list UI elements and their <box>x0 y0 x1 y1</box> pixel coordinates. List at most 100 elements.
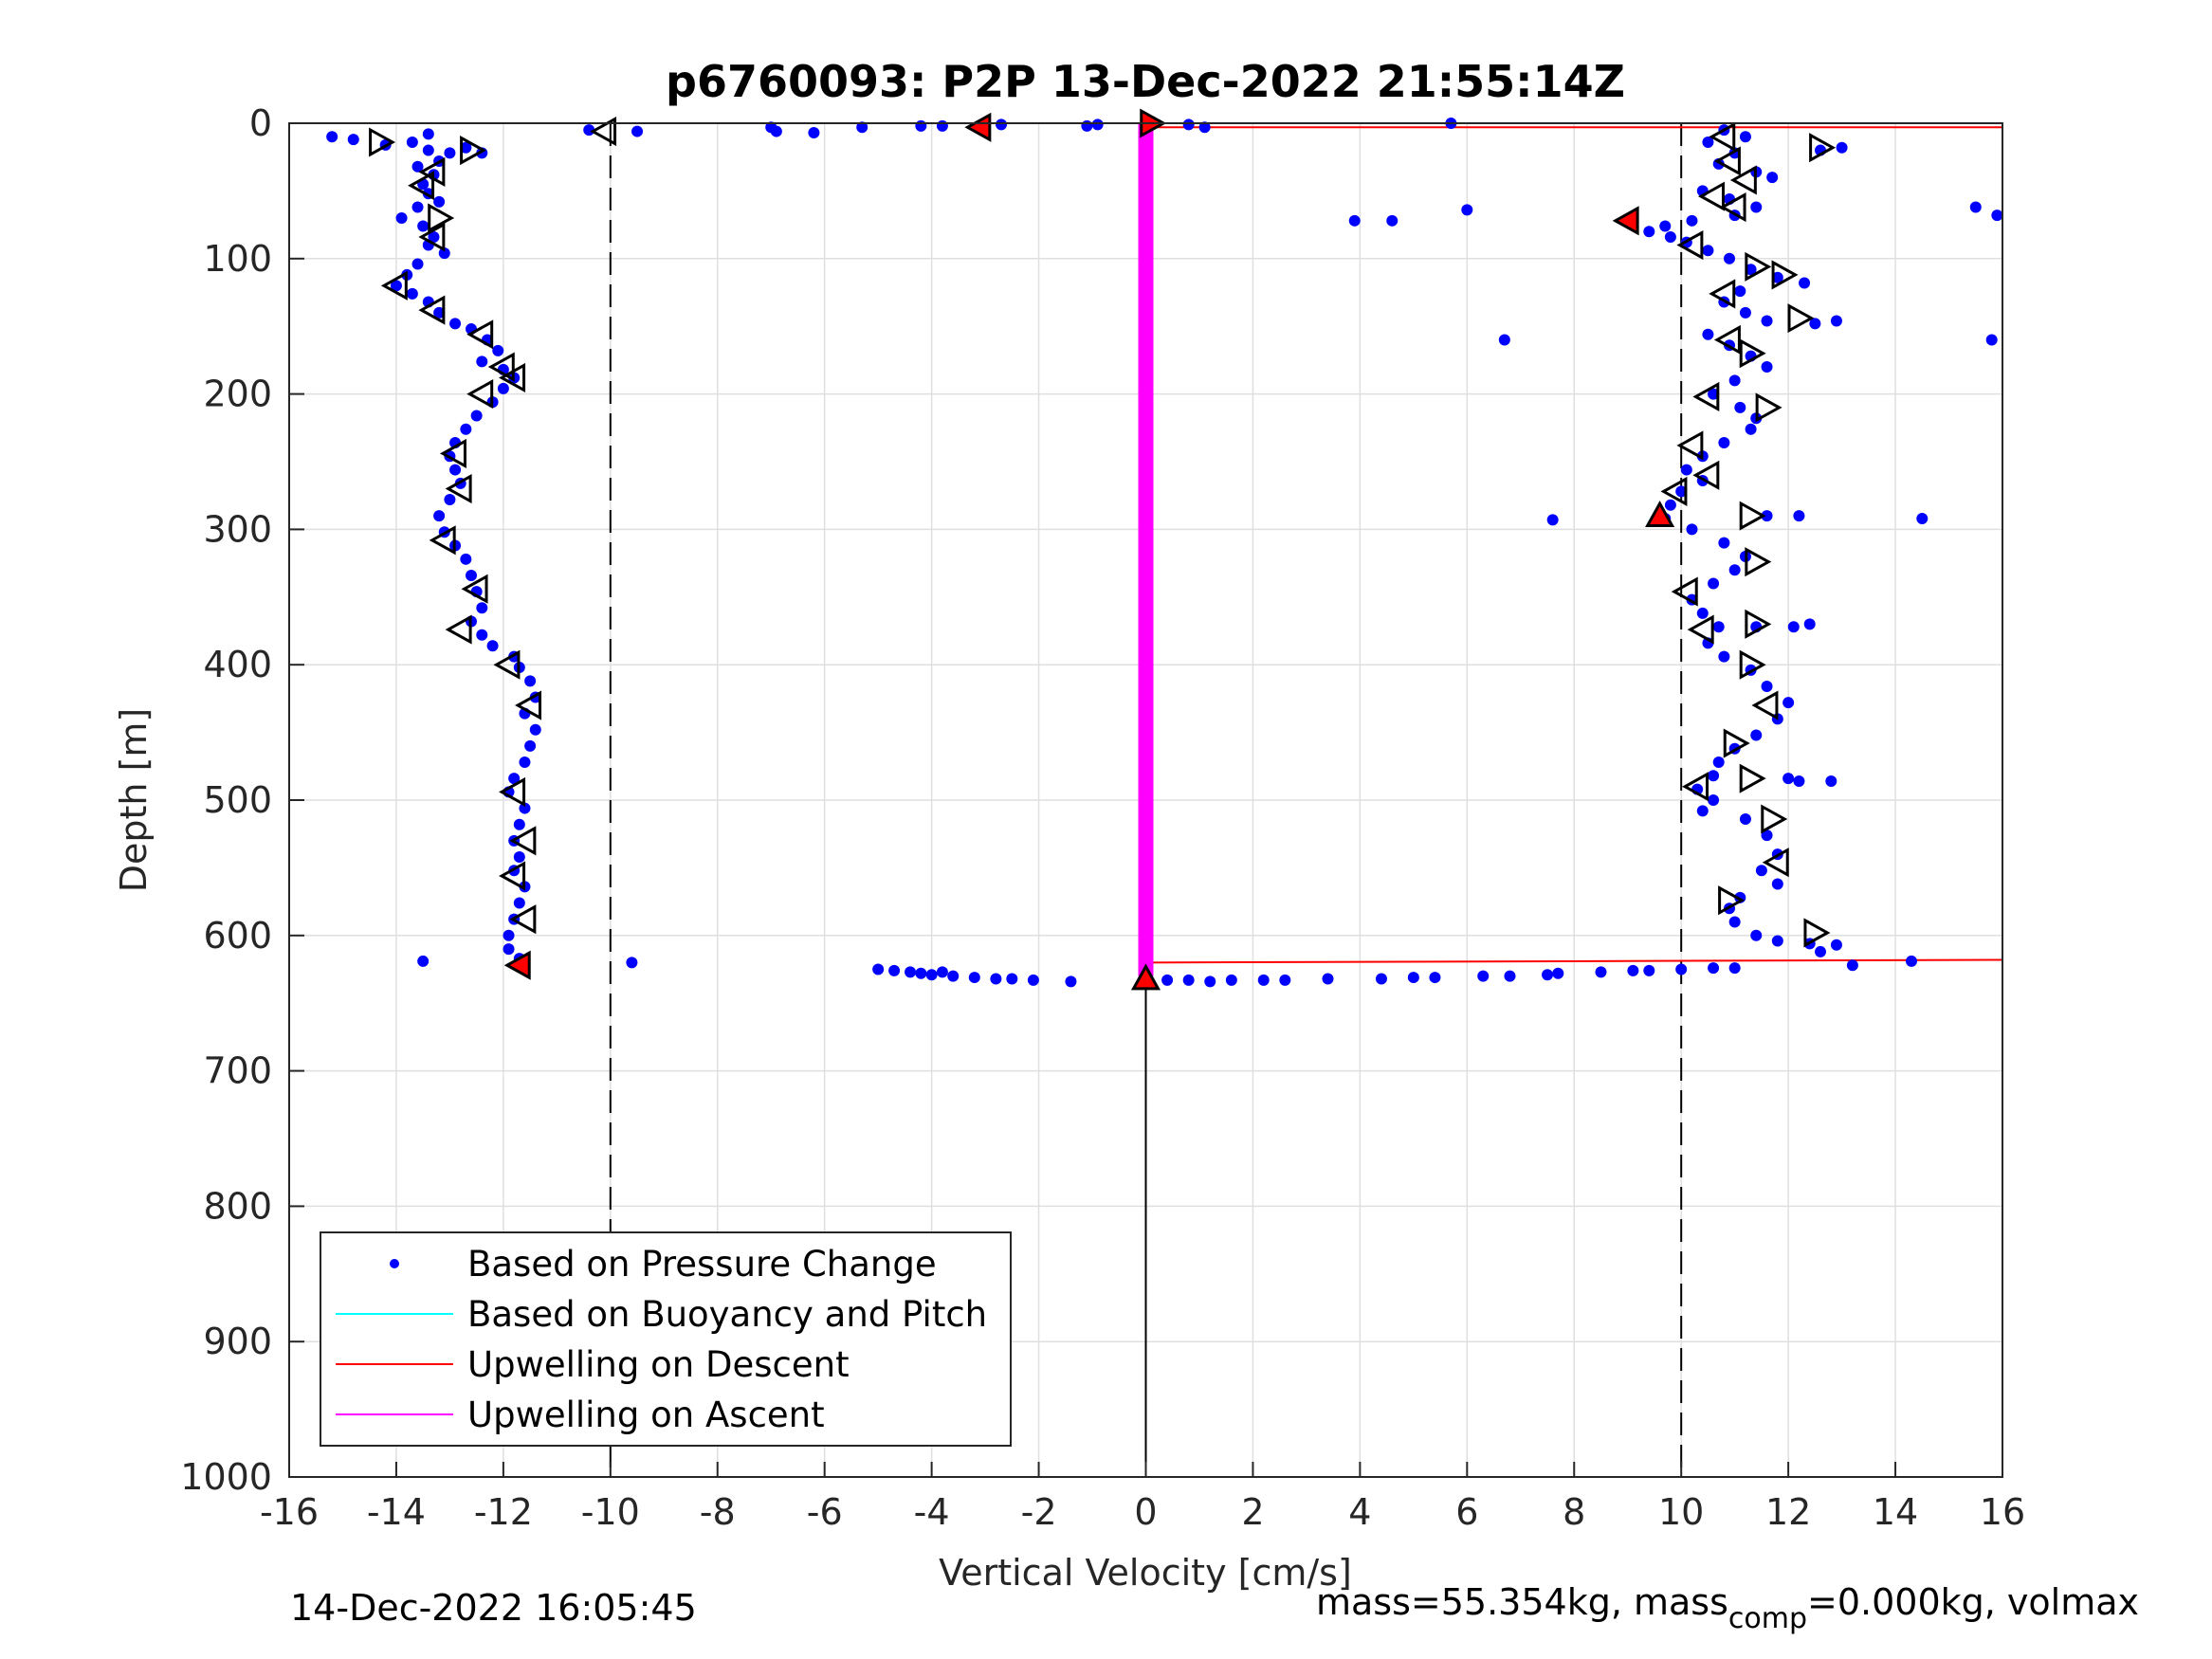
x-tick-label: 0 <box>1134 1491 1157 1533</box>
pressure-change-point <box>1728 374 1741 387</box>
pressure-change-point <box>1429 972 1441 984</box>
pressure-change-point <box>1766 172 1779 184</box>
footer-mass-info: mass=55.354kg, masscomp=0.000kg, volmax <box>1316 1581 2139 1635</box>
series-layer <box>326 108 2003 991</box>
pressure-change-point <box>1664 499 1676 511</box>
pressure-change-point <box>1686 523 1698 536</box>
triangle-marker <box>1660 476 1688 506</box>
pressure-change-point <box>925 969 938 981</box>
triangle-marker <box>1719 191 1746 223</box>
triangle-marker <box>1755 392 1782 423</box>
pressure-change-point <box>905 966 917 978</box>
triangle-marker <box>499 362 526 393</box>
y-tick-label: 600 <box>203 915 272 957</box>
ticks: -16 -14 -12 -10 -8 -6 -4 -2 0 2 4 6 8 10 12 14 16 0 100 200… <box>180 102 2025 1533</box>
pressure-change-point <box>1708 962 1720 975</box>
pressure-change-point <box>1477 970 1490 982</box>
triangle-marker <box>380 270 408 301</box>
pressure-change-point <box>947 970 960 982</box>
pressure-change-point <box>856 121 868 134</box>
triangle-marker <box>1718 885 1746 916</box>
x-tick-label: -4 <box>914 1491 950 1533</box>
y-tick-label: 900 <box>203 1321 272 1362</box>
pressure-change-point <box>990 973 1002 985</box>
pressure-change-point <box>1969 201 1982 213</box>
pressure-change-point <box>524 739 537 752</box>
x-tick-label: 12 <box>1765 1491 1811 1533</box>
x-tick-label: 14 <box>1873 1491 1918 1533</box>
y-tick-label: 0 <box>249 102 272 144</box>
x-tick-label: -12 <box>474 1491 533 1533</box>
pressure-change-point <box>1916 512 1929 524</box>
pressure-change-point <box>1830 315 1842 327</box>
pressure-change-point <box>503 929 515 941</box>
legend-box <box>320 1231 1012 1447</box>
pressure-change-point <box>1793 510 1805 522</box>
triangle-marker <box>460 136 487 166</box>
triangle-marker <box>418 222 446 252</box>
pressure-change-point <box>1708 577 1720 590</box>
pressure-change-point <box>1696 805 1709 817</box>
y-axis-label: Depth [m] <box>113 708 155 893</box>
pressure-change-point <box>422 128 434 140</box>
pressure-change-point <box>1696 607 1709 619</box>
pressure-change-point <box>1225 974 1237 986</box>
triangle-marker <box>428 203 455 233</box>
pressure-change-point <box>460 141 472 154</box>
pressure-change-point <box>1728 564 1741 576</box>
pressure-change-point <box>1815 945 1827 957</box>
triangle-marker <box>1709 121 1736 152</box>
pressure-change-point <box>1643 226 1655 238</box>
pressure-change-point <box>626 957 638 969</box>
footer-timestamp: 14-Dec-2022 16:05:45 <box>290 1587 697 1629</box>
pressure-change-point <box>631 125 644 137</box>
triangle-marker <box>461 574 488 604</box>
y-tick-label: 100 <box>203 238 272 280</box>
pressure-change-point <box>1985 334 1998 346</box>
triangle-marker <box>1713 146 1741 176</box>
pressure-change-point <box>936 966 948 978</box>
x-tick-label: 8 <box>1563 1491 1585 1533</box>
pressure-change-point <box>508 773 521 785</box>
triangle-marker <box>439 438 466 468</box>
pressure-change-point <box>1745 264 1757 276</box>
x-tick-label: -8 <box>700 1491 736 1533</box>
pressure-change-point <box>1718 537 1730 549</box>
pressure-change-point <box>1836 141 1848 154</box>
pressure-change-point <box>583 124 595 137</box>
pressure-change-point <box>1755 865 1767 877</box>
pressure-change-point <box>486 640 499 652</box>
footer-mass-text: mass=55.354kg, mass <box>1316 1581 1728 1623</box>
x-tick-label: -16 <box>260 1491 319 1533</box>
pressure-change-point <box>428 230 440 243</box>
pressure-change-point <box>411 258 424 270</box>
pressure-change-point <box>1664 230 1676 243</box>
pressure-change-point <box>1161 974 1174 986</box>
x-tick-label: 16 <box>1980 1491 2025 1533</box>
y-tick-label: 500 <box>203 779 272 821</box>
pressure-change-point <box>1728 962 1741 975</box>
x-tick-label: -6 <box>807 1491 843 1533</box>
pressure-change-point <box>1809 318 1821 330</box>
triangle-marker <box>429 525 456 556</box>
pressure-change-point <box>406 287 418 300</box>
footer-mass-rest: =0.000kg, volmax <box>1807 1581 2140 1623</box>
pressure-change-point <box>1799 277 1811 289</box>
pressure-change-point <box>1739 812 1751 825</box>
pressure-change-point <box>770 125 782 137</box>
pressure-change-point <box>1279 974 1291 986</box>
pressure-change-point <box>1825 775 1837 788</box>
red-triangle-marker <box>1645 501 1675 528</box>
upwelling-descent-line <box>1145 958 2003 964</box>
pressure-change-point <box>476 356 488 368</box>
pressure-change-point <box>470 410 483 422</box>
pressure-change-point <box>395 211 408 224</box>
pressure-change-point <box>497 382 509 394</box>
triangle-marker <box>1739 338 1766 369</box>
triangle-marker <box>1762 848 1789 878</box>
pressure-change-point <box>390 280 402 292</box>
legend-label: Based on Buoyancy and Pitch <box>467 1294 987 1335</box>
pressure-change-point <box>1750 729 1763 741</box>
pressure-change-point <box>1761 681 1773 693</box>
